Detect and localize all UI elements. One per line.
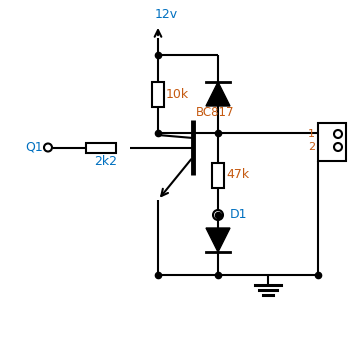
Polygon shape (206, 82, 230, 106)
Text: 10k: 10k (166, 88, 189, 100)
Text: 1: 1 (308, 129, 315, 139)
Text: Q1: Q1 (25, 141, 43, 154)
Text: 2k2: 2k2 (94, 155, 117, 168)
Bar (152, 82, 164, 106)
Text: D1: D1 (230, 209, 248, 222)
Text: BC817: BC817 (196, 105, 234, 119)
Bar (86, 142, 116, 153)
Bar (212, 162, 224, 188)
Text: 2: 2 (308, 142, 315, 152)
Bar (318, 123, 346, 161)
Text: 47k: 47k (226, 168, 249, 182)
Text: 12v: 12v (155, 8, 178, 21)
Polygon shape (206, 228, 230, 252)
